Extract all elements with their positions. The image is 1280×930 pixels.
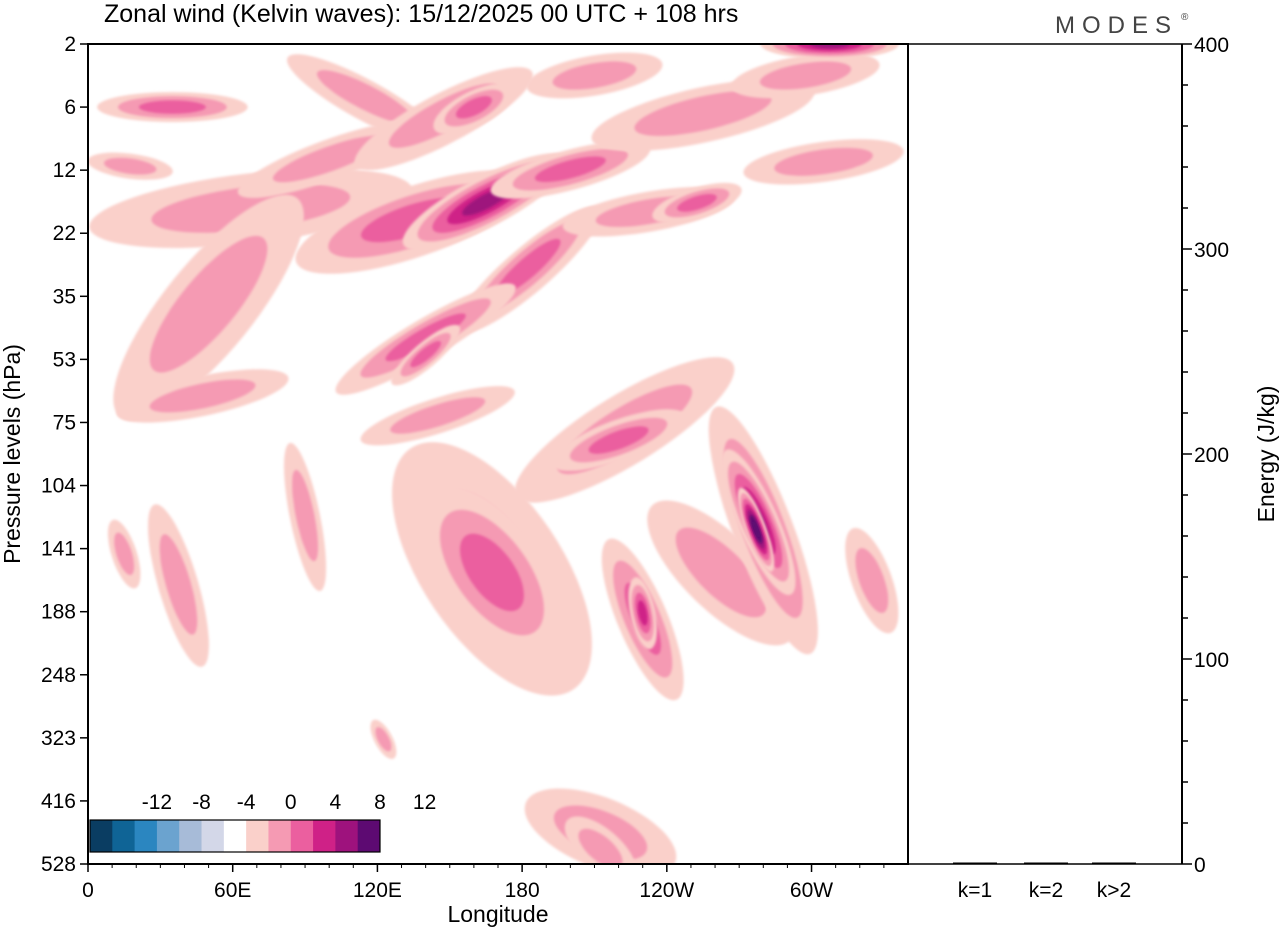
negative-anomaly bbox=[410, 340, 442, 368]
color-legend: -12 -8 -4 0 4 8 12 bbox=[89, 791, 436, 853]
x-tick-label: 60E bbox=[214, 879, 251, 902]
legend-label: -12 bbox=[142, 791, 172, 814]
legend-label: 8 bbox=[374, 791, 386, 814]
legend-swatch bbox=[223, 820, 247, 852]
y-tick-label: 75 bbox=[53, 411, 76, 434]
legend-swatch bbox=[201, 820, 225, 852]
legend-label: 12 bbox=[413, 791, 436, 814]
y-tick-label: 141 bbox=[41, 538, 76, 561]
legend-swatch bbox=[134, 820, 158, 852]
pressure-axis: 2 6 12 22 35 53 75 104 141 188 248 323 416 528 bbox=[41, 33, 88, 876]
negative-anomaly bbox=[675, 527, 767, 618]
legend-swatch bbox=[112, 820, 136, 852]
negative-anomaly bbox=[159, 534, 198, 635]
positive-anomaly bbox=[588, 426, 649, 454]
energy-panel: 0 100 200 300 400 k=1 k=2 k>2 Energy (J/kg) bbox=[908, 34, 1279, 902]
positive-anomaly bbox=[534, 156, 606, 183]
legend-swatch bbox=[246, 820, 269, 852]
y-tick-label: 35 bbox=[53, 285, 76, 308]
negative-anomaly bbox=[677, 193, 717, 212]
negative-anomaly bbox=[385, 313, 466, 362]
positive-anomaly bbox=[316, 70, 414, 125]
legend-swatch bbox=[313, 820, 336, 852]
energy-bar bbox=[1092, 862, 1136, 864]
positive-anomaly bbox=[149, 235, 268, 373]
positive-anomaly bbox=[759, 61, 852, 90]
energy-category-label: k>2 bbox=[1097, 879, 1131, 902]
negative-anomaly bbox=[455, 96, 492, 119]
legend-swatch bbox=[90, 820, 113, 852]
y-tick-label: 188 bbox=[41, 601, 76, 624]
energy-tick-label: 400 bbox=[1194, 34, 1229, 57]
longitude-axis: 0 60E 120E 180 120W 60W bbox=[82, 864, 885, 902]
x-tick-label: 180 bbox=[505, 879, 540, 902]
legend-frame bbox=[89, 819, 381, 853]
legend-swatch bbox=[335, 820, 359, 852]
y-tick-label: 323 bbox=[41, 727, 76, 750]
negative-anomaly bbox=[104, 157, 157, 175]
y-tick-label: 416 bbox=[41, 790, 76, 813]
positive-anomaly bbox=[390, 397, 486, 434]
legend-label: -8 bbox=[192, 791, 211, 814]
energy-category-label: k=1 bbox=[958, 879, 992, 902]
positive-anomaly bbox=[774, 147, 873, 176]
x-tick-label: 120E bbox=[353, 879, 402, 902]
positive-anomaly bbox=[459, 533, 524, 612]
y-tick-label: 22 bbox=[53, 222, 76, 245]
contour-field bbox=[88, 44, 904, 864]
y-tick-label: 104 bbox=[41, 475, 76, 498]
negative-anomaly bbox=[552, 61, 637, 90]
x-axis-label: Longitude bbox=[447, 901, 548, 927]
logo-registered-mark: ® bbox=[1181, 12, 1189, 23]
energy-axis-label: Energy (J/kg) bbox=[1253, 386, 1279, 523]
y-tick-label: 248 bbox=[41, 664, 76, 687]
negative-anomaly bbox=[149, 379, 256, 413]
legend-swatch bbox=[290, 820, 314, 852]
energy-bar bbox=[1024, 862, 1068, 864]
negative-anomaly bbox=[495, 238, 561, 296]
modes-logo: MODES bbox=[1055, 12, 1178, 39]
y-tick-label: 2 bbox=[64, 33, 76, 56]
chart-title: Zonal wind (Kelvin waves): 15/12/2025 00… bbox=[104, 0, 738, 28]
negative-anomaly bbox=[375, 727, 392, 752]
x-tick-label: 60W bbox=[790, 879, 833, 902]
negative-anomaly bbox=[637, 600, 648, 626]
legend-label: 0 bbox=[285, 791, 297, 814]
y-tick-label: 6 bbox=[64, 96, 76, 119]
x-tick-label: 0 bbox=[82, 879, 94, 902]
y-tick-label: 53 bbox=[53, 348, 76, 371]
energy-tick-label: 200 bbox=[1194, 444, 1229, 467]
positive-anomaly bbox=[578, 828, 623, 864]
negative-anomaly bbox=[292, 469, 319, 562]
positive-anomaly bbox=[138, 100, 206, 114]
legend-swatch bbox=[268, 820, 292, 852]
y-axis-label: Pressure levels (hPa) bbox=[0, 344, 25, 564]
positive-anomaly bbox=[634, 90, 772, 136]
legend-label: -4 bbox=[237, 791, 256, 814]
energy-category-label: k=2 bbox=[1029, 879, 1063, 902]
energy-tick-label: 100 bbox=[1194, 649, 1229, 672]
legend-swatch bbox=[357, 820, 381, 852]
legend-label: 4 bbox=[330, 791, 342, 814]
x-tick-label: 120W bbox=[639, 879, 694, 902]
negative-anomaly bbox=[809, 44, 850, 49]
y-tick-label: 528 bbox=[41, 853, 76, 876]
energy-tick-label: 300 bbox=[1194, 239, 1229, 262]
legend-swatch bbox=[179, 820, 203, 852]
negative-anomaly bbox=[752, 520, 760, 539]
negative-anomaly bbox=[272, 135, 386, 183]
energy-tick-label: 0 bbox=[1194, 854, 1206, 877]
energy-bar bbox=[953, 862, 997, 864]
legend-swatch bbox=[156, 820, 180, 852]
positive-anomaly bbox=[855, 548, 889, 613]
y-tick-label: 12 bbox=[53, 159, 76, 182]
negative-anomaly bbox=[114, 532, 135, 576]
